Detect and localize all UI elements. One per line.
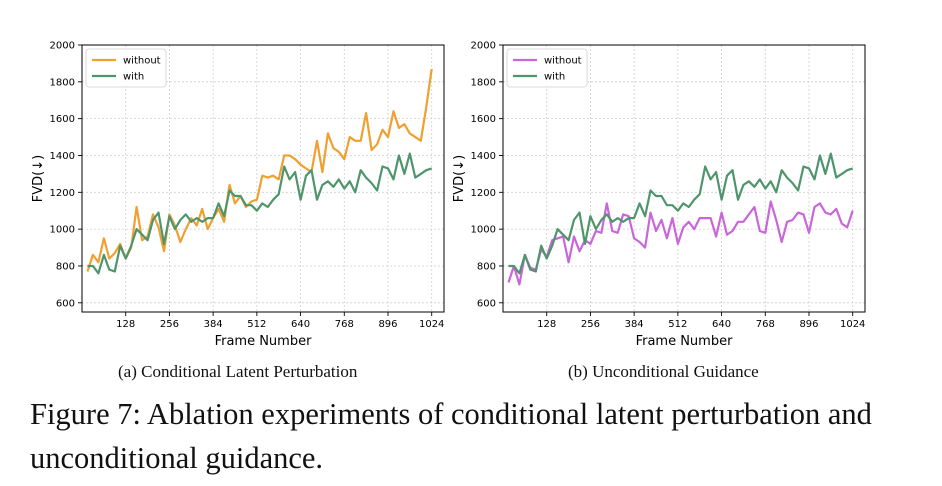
y-tick-label: 1200 (50, 188, 75, 199)
panel-b-chart: 128 256 384 512 640 768 896 1024 600 800 1000 1200 1… (452, 41, 866, 349)
y-tick-label: 800 (477, 261, 496, 272)
y-tick-label: 1600 (471, 114, 496, 125)
y-tick-label: 2000 (50, 41, 75, 52)
legend-label-without: without (123, 56, 161, 67)
x-tick-label: 128 (537, 319, 556, 330)
y-tick-label: 1400 (471, 151, 496, 162)
x-tick-label: 768 (756, 319, 775, 330)
x-tick-label: 640 (291, 319, 310, 330)
panel-a-chart: 128 256 384 512 640 768 896 1024 600 800 1000 1200 1… (31, 41, 445, 349)
y-tick-label: 600 (477, 298, 496, 309)
y-axis-label: FVD(↓) (31, 155, 46, 202)
figure-canvas: 128 256 384 512 640 768 896 1024 600 800 1000 1200 1… (31, 41, 866, 349)
series-line-without (507, 200, 854, 286)
legend-label-with: with (544, 72, 565, 83)
y-tick-label: 1200 (471, 188, 496, 199)
x-tick-label: 384 (625, 319, 644, 330)
x-tick-label: 640 (712, 319, 731, 330)
legend-box (85, 48, 167, 88)
x-tick-label: 256 (160, 319, 179, 330)
axes-frame (81, 44, 445, 313)
y-tick-label: 600 (56, 298, 75, 309)
y-tick-label: 2000 (471, 41, 496, 52)
x-tick-label: 896 (799, 319, 818, 330)
x-tick-label: 512 (668, 319, 687, 330)
x-tick-label: 512 (247, 319, 266, 330)
subcaption-b: (b) Unconditional Guidance (568, 362, 759, 381)
y-tick-label: 800 (56, 261, 75, 272)
series-line-with (87, 152, 433, 275)
y-tick-label: 1600 (50, 114, 75, 125)
figure-caption: Figure 7: Ablation experiments of condit… (30, 397, 872, 475)
x-axis-label: Frame Number (215, 334, 313, 349)
legend-box (506, 48, 588, 88)
series-line-with (508, 152, 854, 275)
x-tick-label: 256 (581, 319, 600, 330)
subcaption-a: (a) Conditional Latent Perturbation (118, 362, 358, 381)
series-line-without (86, 68, 433, 272)
y-tick-label: 1000 (50, 225, 75, 236)
legend-label-with: with (123, 72, 144, 83)
y-tick-label: 1000 (471, 225, 496, 236)
y-tick-label: 1800 (50, 77, 75, 88)
legend-label-without: without (544, 56, 582, 67)
x-tick-label: 384 (204, 319, 223, 330)
y-tick-label: 1400 (50, 151, 75, 162)
y-tick-label: 1800 (471, 77, 496, 88)
x-tick-label: 128 (116, 319, 135, 330)
x-tick-label: 1024 (840, 319, 865, 330)
axes-frame (502, 44, 866, 313)
y-axis-label: FVD(↓) (452, 155, 467, 202)
x-tick-label: 896 (378, 319, 397, 330)
x-axis-label: Frame Number (636, 334, 734, 349)
x-tick-label: 1024 (419, 319, 444, 330)
x-tick-label: 768 (335, 319, 354, 330)
